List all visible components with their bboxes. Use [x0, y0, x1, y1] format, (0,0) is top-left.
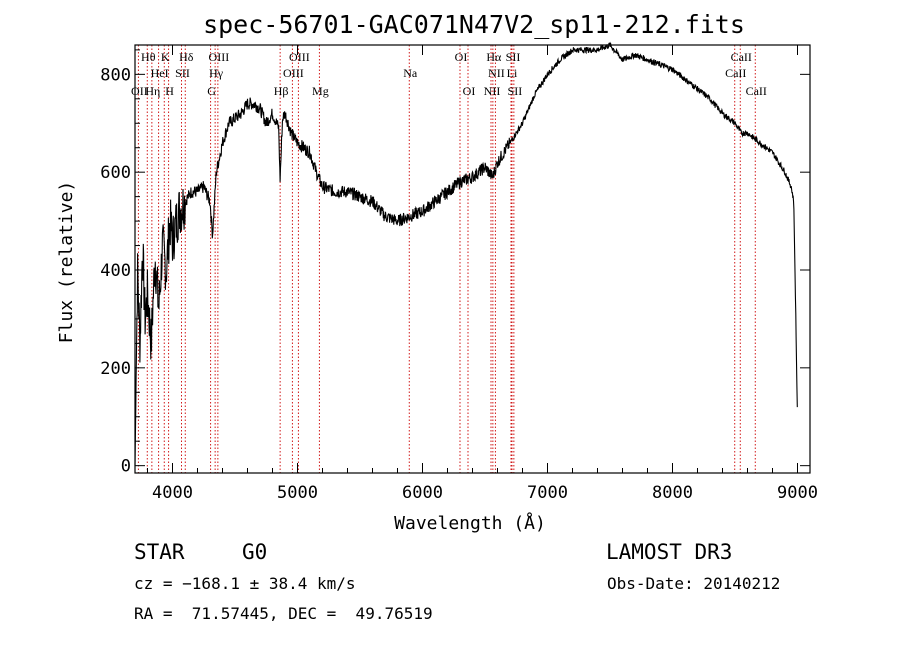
line-label-2: Hη — [145, 84, 160, 98]
line-label-20: NII — [488, 66, 505, 80]
line-label-3: HeI — [151, 66, 169, 80]
line-label-23: SII — [508, 84, 523, 98]
line-label-22: Li — [507, 66, 518, 80]
line-label-18: NII — [484, 84, 501, 98]
plot-frame — [134, 44, 811, 474]
line-label-4: K — [161, 50, 170, 64]
obs-date: Obs-Date: 20140212 — [607, 574, 781, 593]
line-label-11: Hβ — [274, 84, 289, 98]
line-label-10: OIII — [209, 50, 230, 64]
x-tick-label-4000: 4000 — [152, 483, 193, 503]
y-tick-label-600: 600 — [100, 163, 131, 183]
line-label-19: Hα — [486, 50, 502, 64]
line-label-24: CaII — [725, 66, 746, 80]
line-label-5: H — [165, 84, 174, 98]
survey-name: LAMOST DR3 — [606, 540, 733, 564]
line-label-0: Hθ — [141, 50, 156, 64]
line-label-16: OI — [455, 50, 468, 64]
line-label-9: Hγ — [209, 66, 224, 80]
spectrum-line — [134, 41, 798, 466]
line-label-14: Mg — [312, 84, 329, 98]
line-label-25: CaII — [731, 50, 752, 64]
object-class: STAR — [134, 540, 185, 564]
chart-title: spec-56701-GAC071N47V2_sp11-212.fits — [203, 10, 745, 39]
x-tick-label-9000: 9000 — [777, 483, 818, 503]
line-label-21: SII — [506, 50, 521, 64]
line-label-26: CaII — [746, 84, 767, 98]
coordinates: RA = 71.57445, DEC = 49.76519 — [134, 604, 433, 623]
line-label-6: SII — [175, 66, 190, 80]
emission-line-labels: HθOIIHηHeIKHSIIHδGHγOIIIHβOIIIOIIIMgNaOI… — [131, 50, 767, 98]
x-tick-label-8000: 8000 — [652, 483, 693, 503]
x-tick-label-7000: 7000 — [527, 483, 568, 503]
y-axis-ticks: 0 200 400 600 800 — [100, 49, 810, 477]
y-axis-label: Flux (relative) — [56, 181, 77, 344]
line-label-13: OIII — [289, 50, 310, 64]
x-axis-ticks: 4000 5000 6000 7000 8000 9000 — [147, 45, 818, 503]
line-label-15: Na — [403, 66, 418, 80]
y-tick-label-800: 800 — [100, 65, 131, 85]
line-label-7: Hδ — [179, 50, 194, 64]
y-tick-label-0: 0 — [121, 457, 131, 477]
line-label-17: OI — [463, 84, 476, 98]
redshift-readout: cz = −168.1 ± 38.4 km/s — [134, 574, 356, 593]
line-label-12: OIII — [283, 66, 304, 80]
x-tick-label-6000: 6000 — [402, 483, 443, 503]
emission-line-markers — [137, 45, 756, 473]
y-tick-label-400: 400 — [100, 261, 131, 281]
line-label-8: G — [207, 84, 216, 98]
y-tick-label-200: 200 — [100, 359, 131, 379]
object-subclass: G0 — [242, 540, 268, 564]
x-axis-label: Wavelength (Å) — [394, 512, 546, 534]
x-tick-label-5000: 5000 — [277, 483, 318, 503]
